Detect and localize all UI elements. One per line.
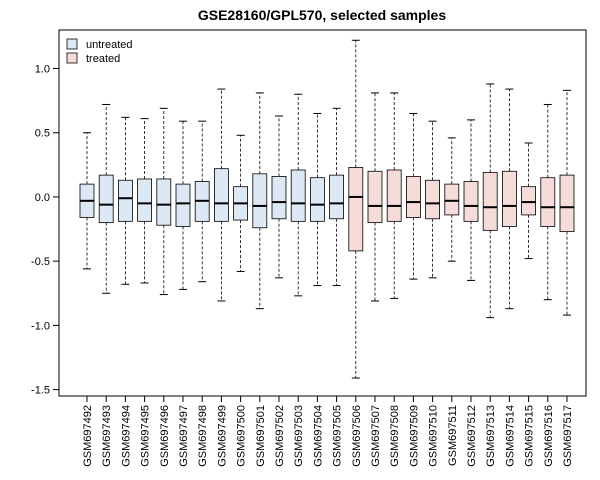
box-iqr (386, 169, 402, 222)
box-GSM697505 (329, 107, 345, 287)
box-iqr (482, 172, 498, 231)
legend-label-treated: treated (86, 53, 120, 65)
y-axis: -1.5 -1.0 -0.5 0.0 0.5 1.0 (31, 64, 59, 397)
box-GSM697495 (137, 118, 153, 284)
legend-label-untreated: untreated (86, 39, 132, 51)
plot-frame (58, 29, 587, 397)
y-tick-label: 1.0 (35, 64, 50, 76)
box-iqr (329, 174, 345, 220)
box-GSM697510 (425, 120, 441, 279)
box-GSM697492 (79, 132, 95, 270)
x-tick-label: GSM697514 (504, 405, 516, 467)
box-GSM697509 (405, 112, 421, 280)
box-iqr (137, 178, 153, 222)
box-GSM697514 (501, 88, 517, 310)
x-tick-label: GSM697495 (140, 405, 152, 467)
x-tick-label: GSM697516 (543, 405, 555, 467)
box-GSM697500 (233, 134, 249, 272)
box-GSM697515 (521, 142, 536, 260)
x-tick-label: GSM697513 (485, 405, 497, 467)
box-GSM697499 (213, 88, 229, 302)
x-tick-label: GSM697515 (524, 405, 536, 467)
box-iqr (425, 179, 441, 220)
box-iqr (463, 181, 479, 222)
x-tick-label: GSM697509 (408, 405, 420, 467)
x-tick-label: GSM697502 (274, 405, 286, 467)
x-tick-label: GSM697517 (562, 405, 574, 467)
boxes (79, 39, 575, 379)
box-iqr (521, 186, 536, 216)
x-tick-label: GSM697510 (428, 405, 440, 467)
box-iqr (252, 173, 268, 229)
box-GSM697503 (290, 93, 306, 297)
x-tick-label: GSM697498 (197, 405, 209, 467)
x-tick-label: GSM697511 (447, 405, 459, 466)
box-iqr (444, 183, 460, 216)
x-tick-label: GSM697507 (370, 405, 382, 467)
y-tick-label: 0.0 (35, 192, 50, 204)
box-GSM697494 (118, 116, 133, 285)
box-GSM697501 (252, 92, 268, 310)
x-tick-label: GSM697504 (312, 405, 324, 467)
box-iqr (118, 179, 133, 222)
box-GSM697498 (194, 120, 210, 283)
box-GSM697493 (98, 103, 114, 294)
box-iqr (175, 183, 191, 227)
box-iqr (348, 167, 364, 252)
box-GSM697508 (386, 92, 402, 299)
box-GSM697507 (367, 92, 383, 302)
box-GSM697497 (175, 120, 191, 290)
box-GSM697512 (463, 119, 479, 281)
x-tick-label: GSM697508 (389, 405, 401, 467)
box-iqr (213, 168, 229, 222)
y-tick-label: -1.5 (31, 385, 50, 397)
box-iqr (309, 177, 325, 222)
box-iqr (540, 177, 556, 227)
x-axis: GSM697492 GSM697493 GSM697494 GSM697495 GSM6… (82, 396, 574, 467)
x-tick-label: GSM697492 (82, 405, 94, 467)
box-iqr (156, 178, 172, 226)
box-iqr (559, 174, 575, 233)
box-GSM697502 (271, 115, 287, 279)
x-tick-label: GSM697506 (351, 405, 363, 467)
box-iqr (290, 169, 306, 222)
box-GSM697516 (540, 103, 556, 301)
x-tick-label: GSM697503 (293, 405, 305, 467)
x-tick-label: GSM697500 (236, 405, 248, 467)
x-tick-label: GSM697497 (178, 405, 190, 467)
x-tick-label: GSM697493 (101, 405, 113, 467)
x-tick-label: GSM697494 (120, 405, 132, 467)
box-iqr (271, 175, 287, 220)
x-tick-label: GSM697499 (216, 405, 228, 467)
legend-swatch-treated (66, 52, 78, 64)
box-iqr (367, 170, 383, 224)
legend-swatch-untreated (66, 38, 78, 50)
x-tick-label: GSM697512 (466, 405, 478, 467)
box-GSM697496 (156, 107, 172, 296)
y-tick-label: -0.5 (31, 256, 50, 268)
box-GSM697506 (348, 39, 364, 379)
box-iqr (405, 175, 421, 218)
legend: untreated treated (66, 38, 132, 65)
x-tick-label: GSM697496 (159, 405, 171, 467)
box-iqr (98, 174, 114, 224)
y-tick-label: 0.5 (35, 128, 50, 140)
chart-title: GSE28160/GPL570, selected samples (198, 7, 446, 23)
x-tick-label: GSM697501 (255, 405, 267, 467)
box-GSM697511 (444, 137, 460, 262)
y-tick-label: -1.0 (31, 320, 50, 332)
box-GSM697513 (482, 83, 498, 319)
box-GSM697517 (559, 89, 575, 316)
box-GSM697504 (309, 112, 325, 287)
x-tick-label: GSM697505 (332, 405, 344, 467)
box-iqr (501, 170, 517, 227)
